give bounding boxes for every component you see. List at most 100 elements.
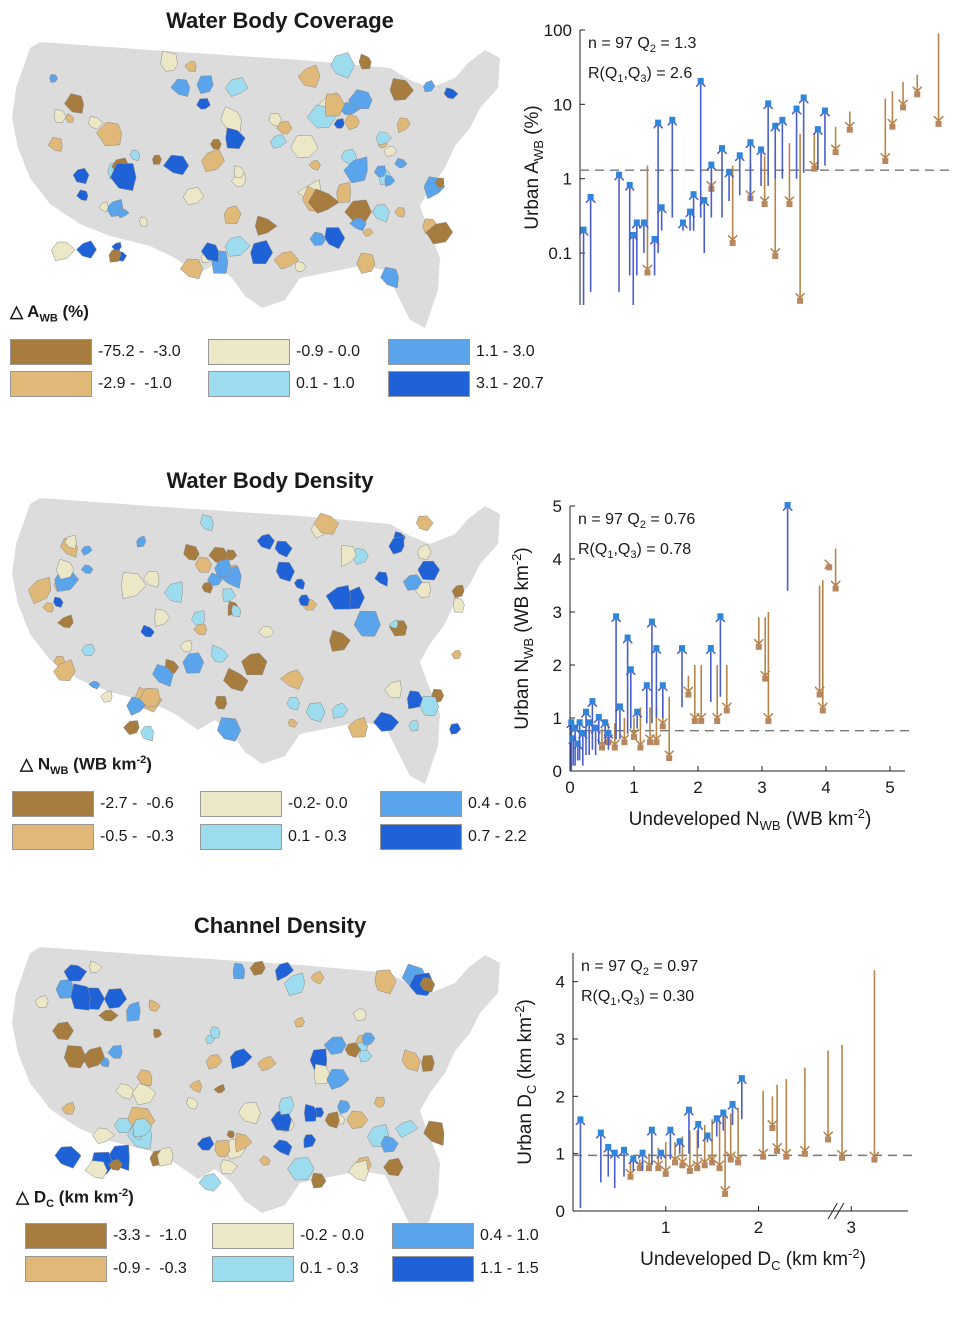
panel-water-body-coverage: Water Body Coverage △ AWB (%) 0.1 1 10 100 n… xyxy=(0,0,961,420)
watershed-polygon xyxy=(226,1130,235,1139)
urban-point-decrease xyxy=(760,1153,767,1160)
watershed-polygon xyxy=(132,1118,153,1138)
urban-point-decrease xyxy=(797,297,804,304)
watershed-polygon xyxy=(287,1157,315,1181)
urban-point-increase xyxy=(697,77,704,84)
y-tick-label: 3 xyxy=(556,1030,565,1049)
watershed-polygon xyxy=(394,1120,419,1138)
watershed-polygon xyxy=(416,515,434,532)
watershed-polygon xyxy=(274,540,293,558)
legend-swatch xyxy=(392,1256,474,1282)
urban-point-decrease xyxy=(765,718,772,724)
urban-point-increase xyxy=(747,139,754,146)
legend-label: -2.9 - -1.0 xyxy=(98,375,172,392)
map-title: Water Body Coverage xyxy=(166,8,394,33)
watershed-polygon xyxy=(115,1083,135,1100)
urban-point-increase xyxy=(653,645,660,652)
y-tick-label: 10 xyxy=(553,95,572,114)
watershed-polygon xyxy=(95,121,122,147)
watershed-polygon xyxy=(92,1127,115,1145)
y-tick-label: 0.1 xyxy=(548,244,572,263)
watershed-polygon xyxy=(89,960,103,974)
watershed-polygon xyxy=(310,970,325,985)
watershed-polygon xyxy=(80,545,93,556)
watershed-polygon xyxy=(61,1101,76,1115)
watershed-polygon xyxy=(314,1063,330,1085)
watershed-polygon xyxy=(47,137,63,152)
urban-point-increase xyxy=(568,719,575,726)
urban-point-increase xyxy=(597,1129,604,1136)
watershed-polygon xyxy=(256,533,275,550)
urban-point-increase xyxy=(639,1149,646,1156)
legend-item: 0.4 - 1.0 xyxy=(392,1222,539,1250)
legend-label: -0.2- 0.0 xyxy=(288,795,348,812)
urban-point-decrease xyxy=(627,1173,634,1180)
watershed-polygon xyxy=(309,231,327,246)
urban-point-decrease xyxy=(882,157,889,164)
urban-point-increase xyxy=(720,1109,727,1116)
watershed-polygon xyxy=(389,78,414,101)
legend-label: 1.1 - 1.5 xyxy=(480,1260,539,1277)
legend-item: -2.7 - -0.6 xyxy=(12,790,174,818)
legend-item: -0.9 - -0.3 xyxy=(25,1255,187,1283)
legend-swatch xyxy=(200,791,282,817)
urban-point-increase xyxy=(574,740,581,747)
urban-point-decrease xyxy=(755,643,762,650)
watershed-polygon xyxy=(384,174,396,187)
x-tick-label: 5 xyxy=(885,778,894,797)
y-axis-label: Urban DC (km km-2) xyxy=(512,999,539,1165)
urban-point-decrease xyxy=(637,744,644,751)
watershed-polygon xyxy=(349,218,367,232)
watershed-polygon xyxy=(294,578,306,590)
urban-point-increase xyxy=(640,219,647,226)
watershed-polygon xyxy=(210,139,222,150)
x-axis-label: Undeveloped DC (km km-2) xyxy=(640,1246,866,1273)
urban-point-increase xyxy=(626,181,633,188)
urban-point-decrease xyxy=(914,91,921,98)
watershed-polygon xyxy=(451,584,465,599)
watershed-polygon xyxy=(449,723,462,735)
watershed-polygon xyxy=(116,208,130,219)
urban-point-decrease xyxy=(816,691,823,698)
legend-swatch xyxy=(212,1256,294,1282)
urban-point-decrease xyxy=(685,691,692,698)
watershed-polygon xyxy=(186,1096,199,1110)
watershed-polygon xyxy=(140,725,154,742)
y-tick-label: 4 xyxy=(553,550,562,569)
legend-swatch xyxy=(12,791,94,817)
legend-label: -75.2 - -3.0 xyxy=(98,343,181,360)
urban-point-decrease xyxy=(729,239,736,246)
watershed-polygon xyxy=(443,87,459,100)
urban-point-decrease xyxy=(679,1162,686,1169)
watershed-polygon xyxy=(223,667,249,692)
watershed-polygon xyxy=(297,64,321,88)
watershed-polygon xyxy=(394,207,406,218)
watershed-polygon xyxy=(136,535,147,548)
watershed-polygon xyxy=(311,1172,327,1189)
legend-label: 1.1 - 3.0 xyxy=(476,343,535,360)
legend-item: 0.4 - 0.6 xyxy=(380,790,527,818)
urban-point-increase xyxy=(707,645,714,652)
watershed-polygon xyxy=(374,571,388,587)
urban-point-increase xyxy=(595,714,602,720)
watershed-polygon xyxy=(331,702,349,719)
urban-point-decrease xyxy=(653,739,660,746)
watershed-polygon xyxy=(294,261,307,273)
legend-swatch xyxy=(388,339,470,365)
watershed-polygon xyxy=(359,1049,373,1063)
urban-point-increase xyxy=(685,1106,692,1113)
urban-point-increase xyxy=(667,1126,674,1133)
panel-channel-density: Channel Density △ DC (km km-2) 0 1 2 3 4 1 2 3 n… xyxy=(0,895,961,1311)
watershed-polygon xyxy=(453,597,465,613)
urban-point-increase xyxy=(634,708,641,715)
urban-point-decrease xyxy=(716,1165,723,1172)
legend-label: 3.1 - 20.7 xyxy=(476,375,544,392)
urban-point-decrease xyxy=(666,755,673,762)
watershed-polygon xyxy=(330,52,355,79)
panel-water-body-density: Water Body Density △ NWB (WB km-2) 0 1 2 3 4… xyxy=(0,440,961,870)
watershed-polygon xyxy=(200,242,219,263)
watershed-polygon xyxy=(346,1110,369,1129)
watershed-polygon xyxy=(303,1134,317,1149)
watershed-polygon xyxy=(27,576,52,605)
watershed-polygon xyxy=(329,629,351,652)
